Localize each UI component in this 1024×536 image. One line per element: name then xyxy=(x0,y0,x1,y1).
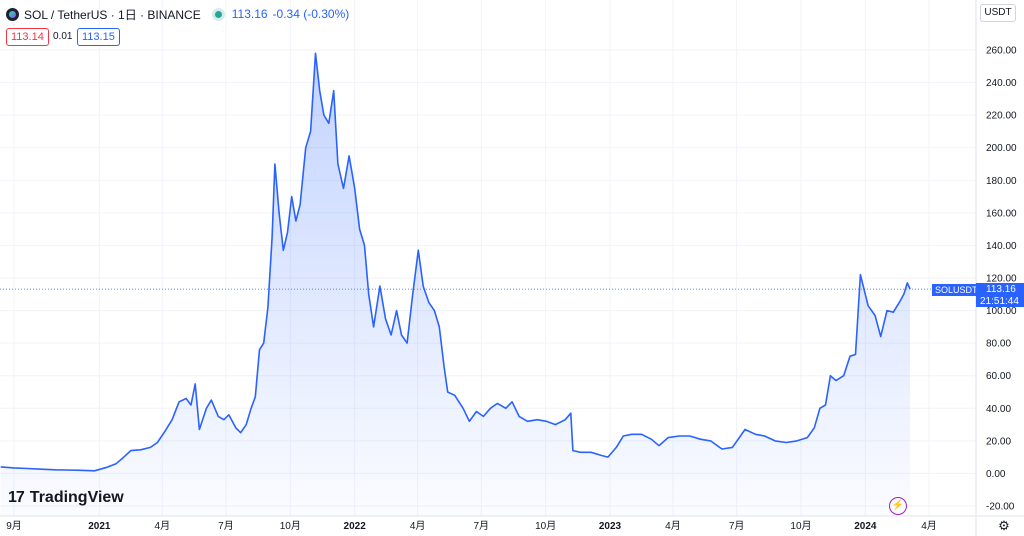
tradingview-brand-text: TradingView xyxy=(29,489,124,506)
price-area-fill xyxy=(0,53,911,517)
header-change: -0.34 (-0.30%) xyxy=(272,7,350,21)
y-tick-label: 160.00 xyxy=(986,208,1017,219)
x-tick-label: 4月 xyxy=(665,520,681,532)
y-tick-label: 220.00 xyxy=(986,111,1017,122)
y-tick-label: 240.00 xyxy=(986,78,1017,89)
symbol-price-label: SOLUSDT xyxy=(932,284,981,296)
y-tick-label: 200.00 xyxy=(986,143,1017,154)
y-tick-label: 20.00 xyxy=(986,436,1011,447)
y-tick-label: 40.00 xyxy=(986,404,1011,415)
x-tick-label: 7月 xyxy=(218,520,234,532)
y-tick-label: 260.00 xyxy=(986,46,1017,57)
x-tick-label: 2024 xyxy=(854,521,877,532)
y-tick-label: 0.00 xyxy=(986,469,1006,480)
x-tick-label: 10月 xyxy=(280,520,301,532)
x-tick-label: 10月 xyxy=(790,520,811,532)
y-tick-label: 120.00 xyxy=(986,274,1017,285)
symbol-logo-icon xyxy=(6,7,19,21)
y-tick-label: 100.00 xyxy=(986,306,1017,317)
spread-value: 0.01 xyxy=(53,29,73,45)
x-tick-label: 4月 xyxy=(410,520,426,532)
symbol-header: SOL / TetherUS · 1日 · BINANCE 113.16 -0.… xyxy=(6,6,349,22)
header-last-price: 113.16 xyxy=(231,7,268,21)
x-tick-label: 2023 xyxy=(599,521,622,532)
bar-countdown: 21:51:44 xyxy=(980,296,1019,307)
tradingview-logo-icon: 17 xyxy=(8,489,25,506)
y-tick-label: 80.00 xyxy=(986,339,1011,350)
y-tick-label: -20.00 xyxy=(986,502,1015,513)
x-tick-label: 7月 xyxy=(474,520,490,532)
last-price-label: 113.16 21:51:44 xyxy=(976,283,1024,307)
x-tick-label: 9月 xyxy=(6,520,22,532)
gear-icon[interactable]: ⚙ xyxy=(998,518,1010,533)
symbol-title[interactable]: SOL / TetherUS · 1日 · BINANCE xyxy=(24,7,201,22)
x-tick-label: 2022 xyxy=(344,521,367,532)
x-tick-label: 7月 xyxy=(729,520,745,532)
x-tick-label: 10月 xyxy=(535,520,556,532)
market-open-dot-icon xyxy=(214,10,222,18)
ask-price-box[interactable]: 113.15 xyxy=(77,28,120,46)
time-axis[interactable]: 9月 2021 4月 7月 10月 2022 4月 7月 10月 2023 4月 7月 10月 2024 4… xyxy=(6,520,937,532)
y-tick-label: 140.00 xyxy=(986,241,1017,252)
currency-button[interactable]: USDT xyxy=(980,4,1016,22)
flash-icon[interactable]: ⚡ xyxy=(889,497,907,515)
x-tick-label: 4月 xyxy=(155,520,171,532)
x-tick-label: 4月 xyxy=(921,520,937,532)
tradingview-logo[interactable]: 17 TradingView xyxy=(8,489,124,507)
y-tick-label: 180.00 xyxy=(986,176,1017,187)
y-tick-label: 60.00 xyxy=(986,371,1011,382)
x-tick-label: 2021 xyxy=(88,521,111,532)
bid-price-box[interactable]: 113.14 xyxy=(6,28,49,46)
last-price-value: 113.16 xyxy=(986,284,1016,295)
price-axis[interactable]: -20.00 0.00 20.00 40.00 60.00 80.00 100.00 120.… xyxy=(986,46,1017,513)
price-line[interactable] xyxy=(0,52,911,472)
